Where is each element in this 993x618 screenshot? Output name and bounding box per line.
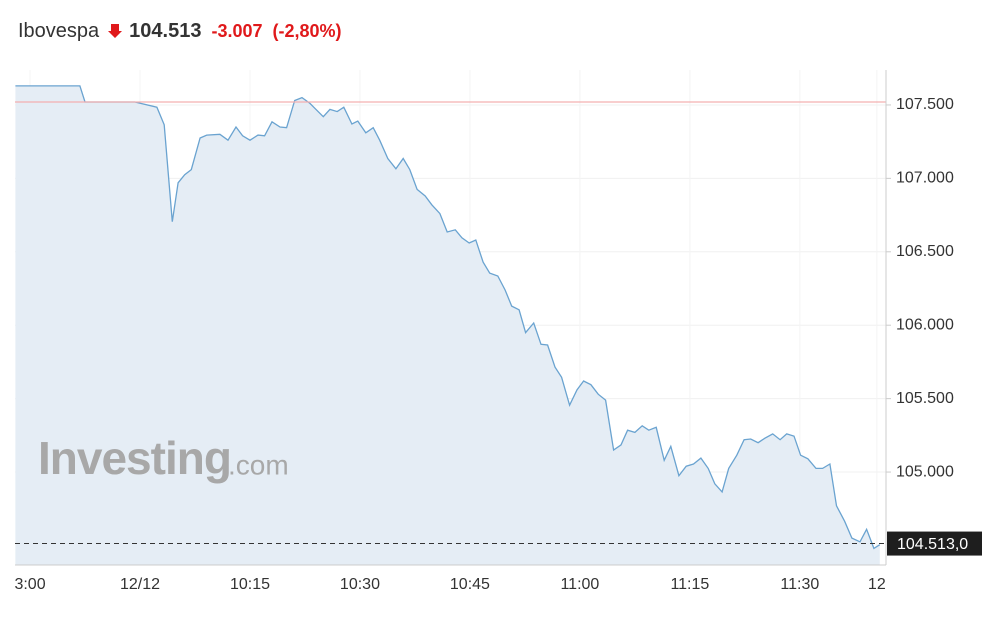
last-price: 104.513 bbox=[129, 19, 202, 42]
y-tick-label: 106.500 bbox=[896, 243, 954, 260]
x-tick-label: 12 bbox=[868, 576, 886, 593]
watermark: Investing .com bbox=[38, 432, 289, 484]
price-line bbox=[15, 85, 881, 550]
x-tick-label: 12/12 bbox=[120, 576, 160, 593]
x-tick-label: 3:00 bbox=[14, 576, 45, 593]
area-fill bbox=[15, 85, 880, 566]
watermark-main: Investing bbox=[38, 432, 231, 484]
y-tick-label: 106.000 bbox=[896, 316, 954, 333]
down-arrow bbox=[108, 24, 123, 38]
change-percent: (-2,80%) bbox=[272, 20, 342, 41]
x-tick-label: 10:45 bbox=[450, 576, 490, 593]
change: -3.007 bbox=[211, 20, 263, 41]
x-tick-label: 10:15 bbox=[230, 576, 270, 593]
last-price-label: 104.513,0 bbox=[897, 536, 968, 553]
x-tick-label: 11:00 bbox=[560, 576, 599, 593]
x-tick-label: 11:15 bbox=[670, 576, 709, 593]
last-price-box bbox=[887, 531, 982, 556]
y-tick-label: 105.500 bbox=[896, 390, 954, 407]
quote-header: Ibovespa 104.513 -3.007 (-2,80%) bbox=[18, 17, 342, 45]
x-tick-label: 11:30 bbox=[780, 576, 819, 593]
watermark-suffix: .com bbox=[228, 449, 289, 480]
index-name: Ibovespa bbox=[18, 19, 100, 42]
y-tick-label: 107.000 bbox=[896, 170, 954, 187]
y-tick-label: 105.000 bbox=[896, 463, 954, 480]
x-tick-label: 10:30 bbox=[340, 576, 380, 593]
y-tick-label: 107.500 bbox=[896, 96, 954, 113]
